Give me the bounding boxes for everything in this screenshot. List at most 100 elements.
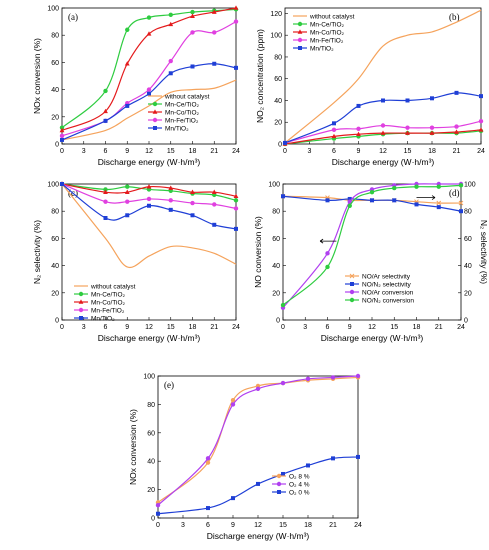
data-point-4 xyxy=(60,182,64,186)
chart-panel-0: 0 3 6 9 12 15 18 21 24 0 20 40 60 80 100 Discharge ener… xyxy=(32,5,240,167)
data-point-1 xyxy=(233,198,239,203)
y-tick-label: 60 xyxy=(272,236,280,243)
data-point-2 xyxy=(146,184,152,189)
data-point-2 xyxy=(233,5,239,10)
data-point-3 xyxy=(369,189,375,195)
legend-marker-4 xyxy=(153,126,157,130)
data-point-1 xyxy=(436,205,441,210)
data-point-2 xyxy=(190,13,195,18)
legend-marker-2 xyxy=(152,109,158,114)
data-point-4 xyxy=(212,61,217,66)
legend-marker-1 xyxy=(276,481,282,487)
data-point-0 xyxy=(230,397,236,403)
data-point-2 xyxy=(103,108,108,114)
chart-panel-4: 0 3 6 9 12 15 18 21 24 0 20 40 60 80 100 Discharge ener… xyxy=(128,373,362,542)
series-line-0 xyxy=(61,183,237,269)
x-tick-label: 21 xyxy=(210,148,218,155)
data-point-4 xyxy=(430,96,434,101)
data-point-1 xyxy=(325,198,330,203)
y-tick-label: 80 xyxy=(147,402,155,409)
data-point-2 xyxy=(156,511,160,516)
y-tick-label: 100 xyxy=(143,374,155,381)
x-tick-label: 18 xyxy=(189,148,197,155)
y-tick-label: 20 xyxy=(51,114,59,121)
x-tick-label: 24 xyxy=(457,324,465,331)
y-tick-label: 0 xyxy=(55,142,59,149)
x-axis-label: Discharge energy (W·h/m³) xyxy=(98,333,201,343)
legend: without catalystMn-Ce/TiO₂Mn-Co/TiO₂Mn-F… xyxy=(148,93,210,132)
legend-label-3: Mn-Fe/TiO₂ xyxy=(310,37,344,44)
data-point-2 xyxy=(356,454,360,459)
chart-panel-2: 0 3 6 9 12 15 18 21 24 0 20 40 60 80 100 Discharge ener… xyxy=(32,181,240,343)
data-point-1 xyxy=(355,373,361,379)
data-point-1 xyxy=(459,209,463,214)
x-tick-label: 6 xyxy=(326,324,330,331)
data-point-2 xyxy=(211,9,217,14)
data-point-2 xyxy=(347,199,352,204)
x-tick-label: 24 xyxy=(477,148,485,155)
x-tick-label: 15 xyxy=(167,148,175,155)
legend-label-2: O₂ 0 % xyxy=(289,489,310,496)
data-point-3 xyxy=(103,199,108,204)
legend-label-3: Mn-Fe/TiO₂ xyxy=(91,307,125,314)
data-point-4 xyxy=(190,213,195,218)
data-point-2 xyxy=(146,31,152,36)
y-tick-label: 40 xyxy=(51,87,59,94)
y-axis-label: NO₂ concentration (ppm) xyxy=(255,29,265,123)
y-axis-label: NO conversion (%) xyxy=(253,216,263,288)
data-point-2 xyxy=(59,127,65,133)
x-tick-label: 0 xyxy=(60,324,64,331)
x-tick-label: 3 xyxy=(303,324,307,331)
x-tick-label: 18 xyxy=(413,324,421,331)
data-point-3 xyxy=(146,87,152,92)
data-point-2 xyxy=(168,21,174,27)
data-point-4 xyxy=(283,140,287,145)
series-line-2 xyxy=(61,7,237,131)
x-tick-label: 12 xyxy=(254,522,262,529)
x-tick-label: 0 xyxy=(60,148,64,155)
data-point-3 xyxy=(331,127,337,133)
y-tick-label: 60 xyxy=(274,76,282,83)
legend-marker-0 xyxy=(349,273,355,279)
data-point-2 xyxy=(325,251,330,256)
series-line-2 xyxy=(61,183,237,197)
data-point-2 xyxy=(356,131,361,137)
x-tick-label: 9 xyxy=(357,148,361,155)
y-tick-label: 0 xyxy=(278,142,282,149)
data-point-0 xyxy=(458,200,464,206)
data-point-3 xyxy=(436,184,441,189)
legend-marker-1 xyxy=(297,21,303,27)
data-point-1 xyxy=(190,9,195,15)
data-point-1 xyxy=(230,402,236,407)
legend-label-4: Mn/TiO₂ xyxy=(310,45,334,52)
x-tick-label: 9 xyxy=(348,324,352,331)
data-point-3 xyxy=(347,203,352,208)
legend-marker-2 xyxy=(349,289,355,295)
data-point-3 xyxy=(392,185,397,191)
data-point-4 xyxy=(356,103,361,108)
y-tick-label: 40 xyxy=(51,263,59,270)
x-tick-label: 0 xyxy=(156,522,160,529)
x-tick-label: 18 xyxy=(428,148,436,155)
data-point-3 xyxy=(212,202,217,207)
y-tick-label: 100 xyxy=(268,182,280,189)
y-right-tick-label: 100 xyxy=(464,182,476,189)
y-tick-label: 100 xyxy=(47,182,59,189)
legend-label-3: NO/N₂ conversion xyxy=(362,297,414,304)
series-line-3 xyxy=(61,21,237,137)
legend-marker-4 xyxy=(79,316,83,320)
legend-label-1: O₂ 4 % xyxy=(289,481,310,488)
data-point-0 xyxy=(436,200,442,206)
x-axis-label: Discharge energy (W·h/m³) xyxy=(332,157,435,167)
legend-label-2: Mn-Co/TiO₂ xyxy=(165,109,200,116)
panel-label: (e) xyxy=(164,380,174,390)
x-tick-label: 0 xyxy=(281,324,285,331)
data-point-1 xyxy=(330,375,336,380)
data-point-3 xyxy=(414,184,419,189)
y-right-tick-label: 20 xyxy=(464,290,472,297)
data-point-1 xyxy=(103,88,108,94)
x-tick-label: 3 xyxy=(308,148,312,155)
x-tick-label: 6 xyxy=(104,324,108,331)
right-axis-arrow xyxy=(416,195,436,200)
